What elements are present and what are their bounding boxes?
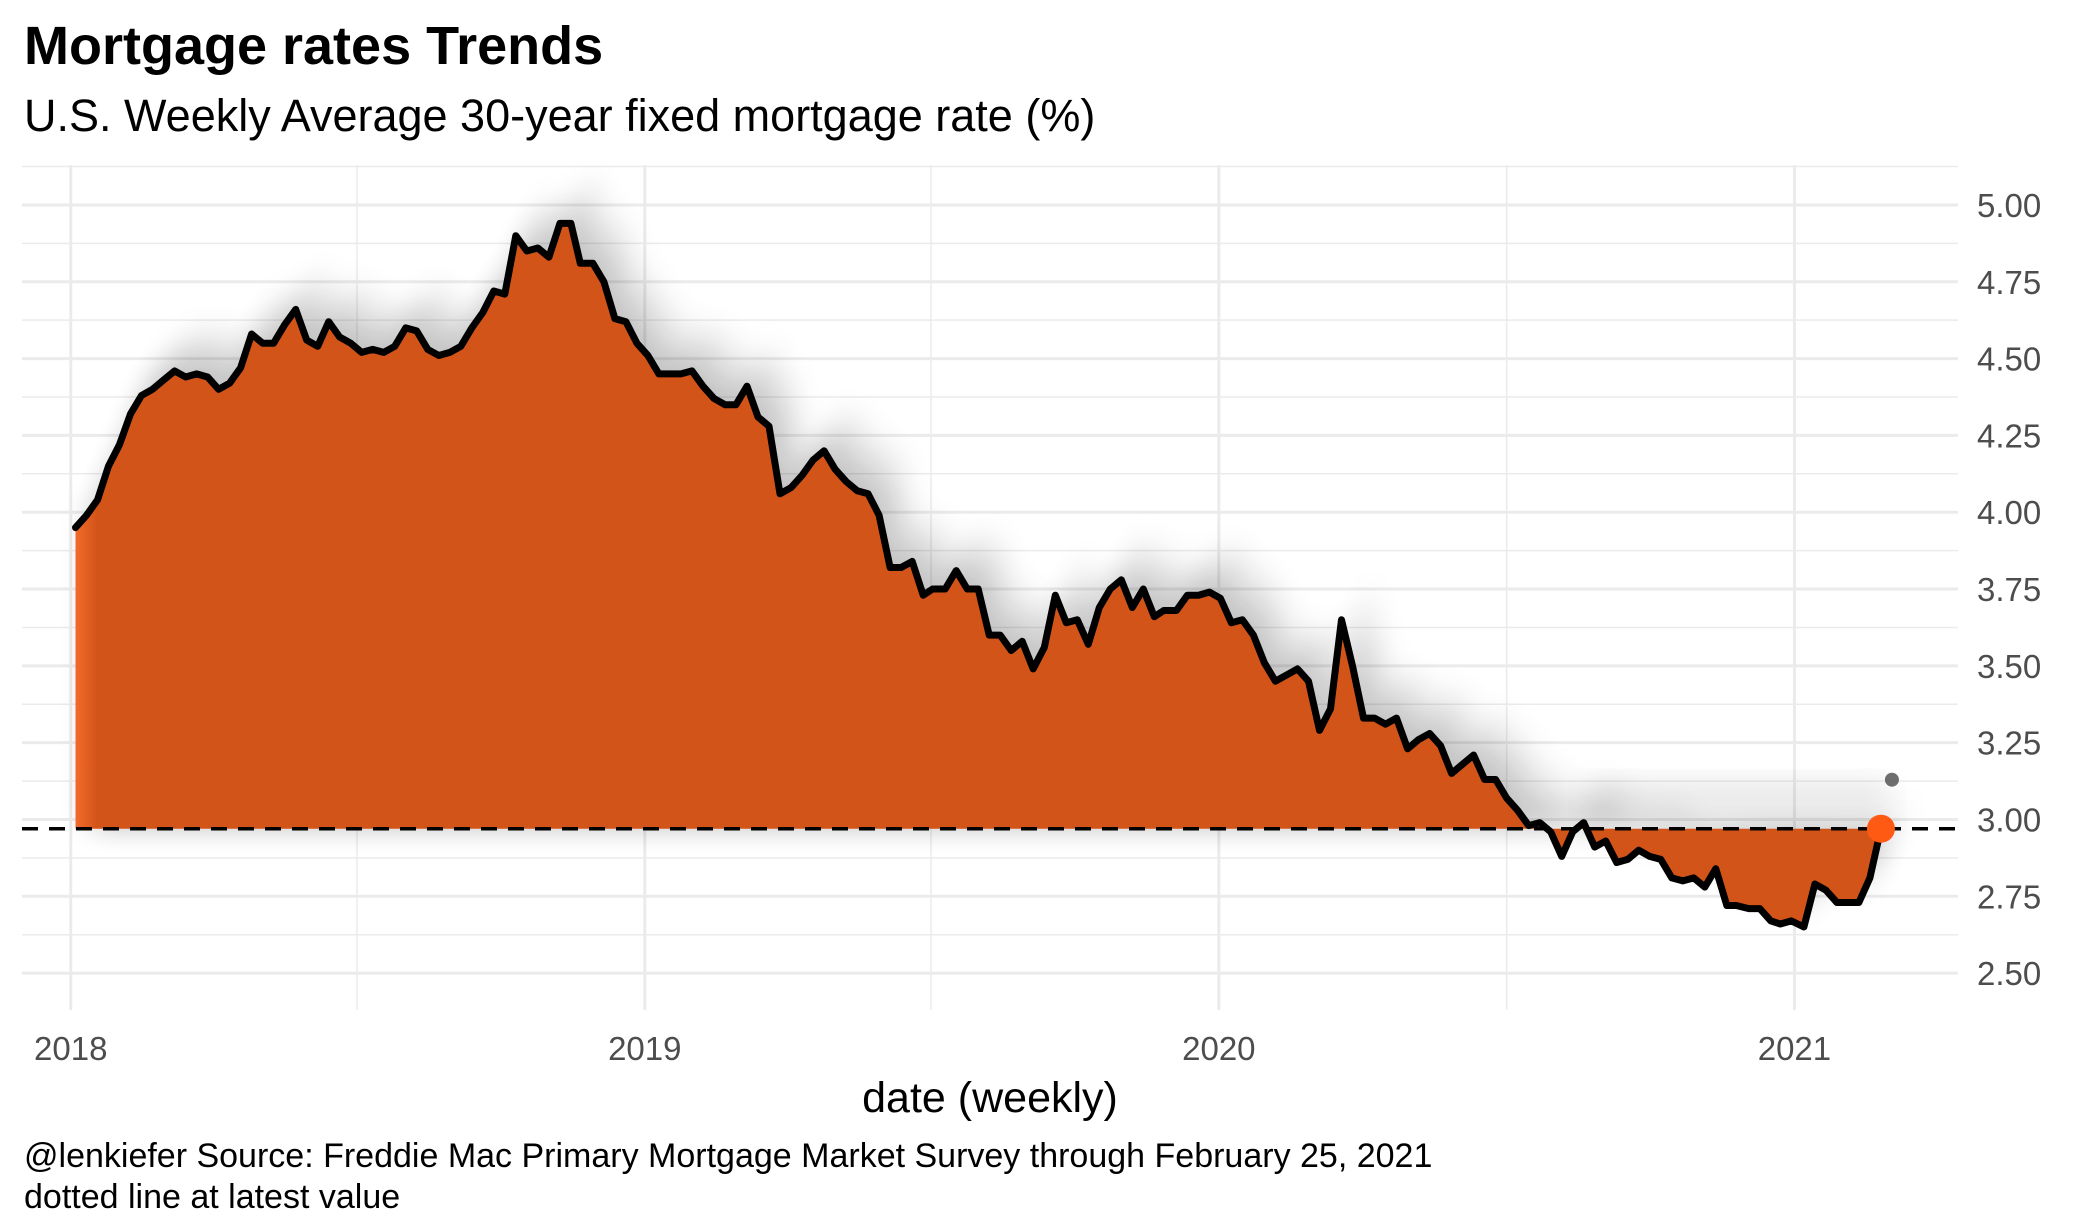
x-tick-label: 2019 — [608, 1030, 681, 1067]
rate-area-fill — [75, 223, 1881, 927]
y-tick-label: 4.50 — [1977, 341, 2041, 378]
x-tick-label: 2018 — [34, 1030, 107, 1067]
y-tick-label: 3.25 — [1977, 725, 2041, 762]
x-axis-tick-labels: 2018 2019 2020 2021 — [34, 1030, 1831, 1067]
latest-value-point — [1866, 814, 1895, 843]
y-tick-label: 3.00 — [1977, 801, 2041, 838]
chart-title: Mortgage rates Trends — [24, 16, 604, 76]
caption: @lenkiefer Source: Freddie Mac Primary M… — [24, 1136, 1432, 1218]
x-axis-title: date (weekly) — [862, 1074, 1118, 1122]
y-tick-label: 3.75 — [1977, 571, 2041, 608]
caption-source: @lenkiefer Source: Freddie Mac Primary M… — [24, 1137, 1433, 1175]
shadow-band — [1583, 778, 1891, 829]
chart-subtitle: U.S. Weekly Average 30-year fixed mortga… — [24, 90, 1096, 141]
y-tick-label: 4.25 — [1977, 417, 2041, 454]
y-tick-label: 4.75 — [1977, 264, 2041, 301]
x-tick-label: 2021 — [1758, 1030, 1831, 1067]
y-tick-label: 2.75 — [1977, 878, 2041, 915]
rate-line — [72, 219, 1885, 931]
y-tick-label: 5.00 — [1977, 187, 2041, 224]
x-tick-label: 2020 — [1182, 1030, 1255, 1067]
y-tick-label: 2.50 — [1977, 955, 2041, 992]
y-tick-label: 3.50 — [1977, 648, 2041, 685]
latest-shadow-dot — [1884, 772, 1899, 787]
y-tick-label: 4.00 — [1977, 494, 2041, 531]
y-axis-tick-labels: 2.50 2.75 3.00 3.25 3.50 3.75 4.00 4.25 4.50 4.75… — [1977, 187, 2041, 992]
caption-note: dotted line at latest value — [24, 1178, 401, 1216]
